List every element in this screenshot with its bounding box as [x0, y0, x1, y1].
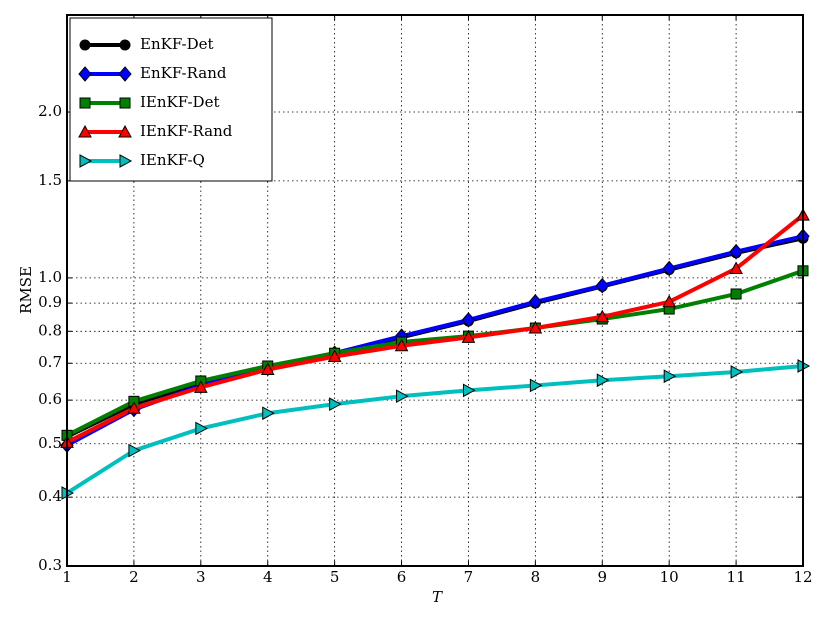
x-tick-label: 7 [464, 568, 474, 586]
x-tick-label: 9 [597, 568, 607, 586]
marker [396, 389, 409, 404]
marker [462, 383, 476, 398]
y-tick-label: 2.0 [38, 102, 62, 120]
marker [730, 365, 744, 379]
series-line [65, 364, 804, 495]
marker [195, 421, 208, 436]
series [61, 359, 811, 500]
marker [262, 406, 275, 421]
y-tick-label: 0.5 [38, 434, 62, 452]
marker [662, 294, 677, 308]
legend-label: IEnKF-Det [140, 93, 219, 111]
marker [729, 243, 743, 260]
marker [79, 154, 93, 168]
marker [119, 39, 131, 51]
marker [595, 309, 610, 323]
x-tick-label: 11 [727, 568, 746, 586]
legend-label: EnKF-Rand [140, 64, 227, 82]
marker [596, 373, 610, 388]
series-line [66, 268, 804, 438]
legend: EnKF-Det EnKF-Rand IEnKF-Det IEnKF-Rand IEnK… [69, 17, 273, 182]
marker [119, 97, 131, 109]
y-tick-label: 0.4 [38, 487, 62, 505]
marker [595, 277, 609, 294]
legend-label: EnKF-Det [140, 35, 214, 53]
marker [79, 97, 91, 109]
marker [79, 39, 91, 51]
marker [193, 380, 208, 393]
x-axis-label: T [432, 588, 443, 606]
marker [528, 320, 543, 334]
x-tick-label: 1 [62, 568, 72, 586]
marker [662, 260, 676, 277]
series-line [66, 213, 805, 445]
legend-label: IEnKF-Q [140, 151, 205, 169]
marker [663, 369, 677, 384]
marker [260, 362, 275, 375]
x-tick-label: 4 [263, 568, 273, 586]
marker [461, 330, 476, 343]
marker [127, 401, 141, 414]
marker [529, 378, 543, 393]
marker [528, 294, 543, 310]
x-tick-label: 5 [330, 568, 340, 586]
marker [394, 338, 409, 352]
x-tick-label: 2 [129, 568, 139, 586]
x-tick-label: 10 [660, 568, 679, 586]
marker [461, 312, 476, 328]
marker [329, 397, 342, 411]
marker [730, 288, 742, 300]
x-tick-label: 6 [397, 568, 407, 586]
y-tick-label: 0.6 [38, 390, 62, 408]
y-tick-label: 1.0 [38, 268, 62, 286]
y-tick-label: 1.5 [38, 171, 62, 189]
x-tick-label: 12 [793, 568, 812, 586]
marker [118, 124, 132, 138]
y-tick-label: 0.9 [38, 293, 62, 311]
y-tick-label: 0.3 [38, 556, 62, 574]
y-axis-label: RMSE [17, 266, 35, 314]
marker [327, 349, 342, 363]
marker [118, 66, 132, 82]
marker [128, 443, 141, 458]
legend-label: IEnKF-Rand [140, 122, 233, 140]
marker [78, 124, 92, 138]
marker [729, 261, 743, 275]
x-tick-label: 3 [196, 568, 206, 586]
series [61, 265, 809, 441]
y-tick-label: 0.7 [38, 353, 62, 371]
x-tick-label: 8 [531, 568, 541, 586]
marker [78, 66, 92, 82]
series [60, 208, 810, 448]
plot-frame [66, 14, 804, 567]
y-tick-label: 0.8 [38, 321, 62, 339]
marker [119, 154, 133, 168]
